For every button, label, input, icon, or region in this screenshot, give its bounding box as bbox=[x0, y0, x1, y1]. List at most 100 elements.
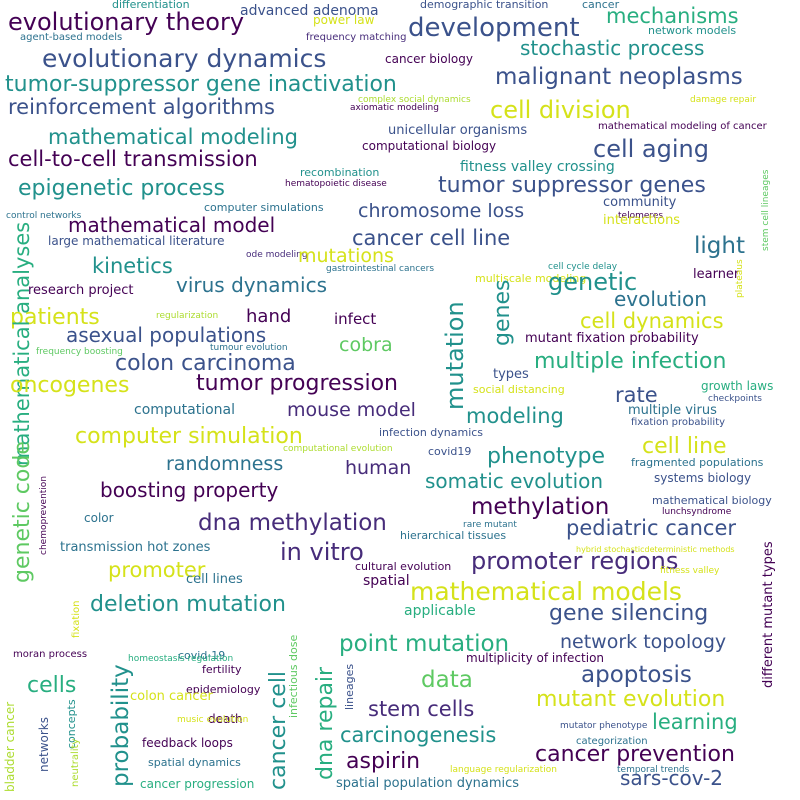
cloud-word: mutation bbox=[441, 301, 469, 410]
cloud-word: stem cell lineages bbox=[761, 169, 771, 251]
cloud-word: demographic transition bbox=[420, 0, 549, 11]
cloud-word: hand bbox=[246, 306, 292, 327]
cloud-word: rare mutant bbox=[463, 520, 517, 530]
cloud-word: telomeres bbox=[618, 211, 664, 221]
cloud-word: somatic evolution bbox=[425, 469, 604, 493]
cloud-word: epidemiology bbox=[186, 683, 261, 696]
cloud-word: rate bbox=[615, 383, 658, 407]
cloud-word: frequency boosting bbox=[36, 347, 123, 357]
cloud-word: cell lines bbox=[186, 572, 243, 587]
cloud-word: cell cycle delay bbox=[548, 262, 618, 272]
cloud-word: damage repair bbox=[690, 95, 757, 105]
cloud-word: multiplicity of infection bbox=[466, 651, 605, 665]
cloud-word: frequency matching bbox=[306, 32, 407, 43]
cloud-word: infect bbox=[334, 310, 377, 328]
cloud-word: mutant fixation probability bbox=[525, 331, 699, 346]
cloud-word: stochastic process bbox=[520, 36, 705, 60]
cloud-word: mutations bbox=[298, 245, 394, 267]
cloud-word: computer simulations bbox=[204, 201, 324, 214]
cloud-word: cell division bbox=[490, 96, 631, 124]
cloud-word: hybrid stochasticdeterministic methods bbox=[576, 545, 735, 554]
cloud-word: language regularization bbox=[450, 765, 557, 775]
cloud-word: ode modeling bbox=[246, 250, 308, 260]
cloud-word: covid19 bbox=[428, 445, 472, 458]
cloud-word: death bbox=[208, 712, 243, 726]
cloud-word: computational evolution bbox=[283, 444, 393, 454]
cloud-word: mutator phenotype bbox=[560, 721, 648, 731]
cloud-word: power law bbox=[313, 13, 375, 27]
cloud-word: in vitro bbox=[280, 538, 364, 566]
cloud-word: hierarchical tissues bbox=[400, 529, 507, 542]
cloud-word: network topology bbox=[560, 631, 727, 653]
cloud-word: axiomatic modeling bbox=[350, 103, 439, 113]
cloud-word: dna methylation bbox=[198, 510, 387, 536]
cloud-word: oncogenes bbox=[10, 373, 130, 398]
cloud-word: computational biology bbox=[362, 139, 497, 153]
cloud-word: promoter regions bbox=[471, 547, 679, 575]
cloud-word: genetic code bbox=[10, 441, 35, 583]
cloud-word: types bbox=[493, 367, 529, 382]
cloud-word: social distancing bbox=[473, 383, 565, 396]
cloud-word: fitness valley crossing bbox=[460, 159, 615, 175]
cloud-word: covid-19 bbox=[178, 649, 226, 662]
cloud-word: cell dynamics bbox=[580, 309, 724, 333]
cloud-word: evolutionary dynamics bbox=[42, 44, 327, 73]
cloud-word: temporal trends bbox=[617, 765, 690, 775]
cloud-word: feedback loops bbox=[142, 736, 233, 750]
cloud-word: pediatric cancer bbox=[566, 516, 737, 540]
cloud-word: computer simulation bbox=[75, 424, 303, 449]
cloud-word: hematopoietic disease bbox=[285, 179, 387, 189]
cloud-word: point mutation bbox=[339, 631, 510, 657]
cloud-word: differentiation bbox=[112, 0, 190, 11]
cloud-word: cancer biology bbox=[385, 52, 473, 66]
cloud-word: learner bbox=[693, 267, 740, 282]
cloud-word: homeostasis regulation bbox=[128, 654, 234, 664]
cloud-word: cultural evolution bbox=[355, 560, 452, 573]
cloud-word: epigenetic process bbox=[18, 176, 225, 201]
cloud-word: reinforcement algorithms bbox=[8, 95, 276, 119]
cloud-word: networks bbox=[37, 717, 51, 772]
cloud-word: development bbox=[408, 13, 580, 43]
cloud-word: interactions bbox=[603, 213, 681, 228]
cloud-word: malignant neoplasms bbox=[495, 64, 743, 90]
cloud-word: spatial dynamics bbox=[148, 756, 241, 769]
cloud-word: cancer cell line bbox=[352, 226, 511, 250]
cloud-word: genes bbox=[490, 279, 515, 346]
cloud-word: infection dynamics bbox=[379, 426, 484, 439]
cloud-word: methylation bbox=[471, 494, 610, 520]
cloud-word: cancer progression bbox=[140, 777, 255, 791]
cloud-word: randomness bbox=[166, 453, 284, 475]
cloud-word: complex social dynamics bbox=[358, 95, 471, 105]
cloud-word: fertility bbox=[202, 663, 242, 676]
cloud-word: promoter bbox=[108, 558, 206, 582]
cloud-word: data bbox=[421, 667, 473, 693]
cloud-word: fragmented populations bbox=[631, 456, 764, 469]
cloud-word: boosting property bbox=[100, 478, 279, 502]
cloud-word: mechanisms bbox=[606, 4, 739, 28]
cloud-word: chemoprevention bbox=[39, 475, 49, 555]
cloud-word: stem cells bbox=[368, 697, 475, 721]
cloud-word: dna repair bbox=[313, 666, 338, 780]
cloud-word: cells bbox=[27, 673, 77, 698]
cloud-word: phenotype bbox=[487, 444, 605, 469]
cloud-word: computational bbox=[134, 402, 236, 418]
cloud-word: modeling bbox=[466, 404, 564, 428]
cloud-word: bladder cancer bbox=[3, 701, 17, 792]
cloud-word: mathematical models bbox=[410, 577, 682, 606]
cloud-word: checkpoints bbox=[708, 394, 762, 404]
cloud-word: lineages bbox=[343, 663, 356, 710]
cloud-word: gene silencing bbox=[549, 601, 709, 626]
cloud-word: fixation bbox=[71, 600, 82, 639]
cloud-word: neutrality bbox=[70, 738, 81, 787]
cloud-word: multiple virus bbox=[628, 403, 717, 418]
cloud-word: tumour evolution bbox=[210, 343, 288, 353]
cloud-word: tumor progression bbox=[196, 371, 398, 396]
cloud-word: different mutant types bbox=[761, 541, 776, 688]
cloud-word: advanced adenoma bbox=[240, 3, 379, 19]
cloud-word: cell aging bbox=[593, 135, 709, 163]
cloud-word: mutant evolution bbox=[536, 687, 726, 712]
cloud-word: mathematical modeling bbox=[48, 125, 298, 149]
cloud-word: recombination bbox=[300, 166, 380, 179]
cloud-word: patients bbox=[10, 305, 100, 330]
